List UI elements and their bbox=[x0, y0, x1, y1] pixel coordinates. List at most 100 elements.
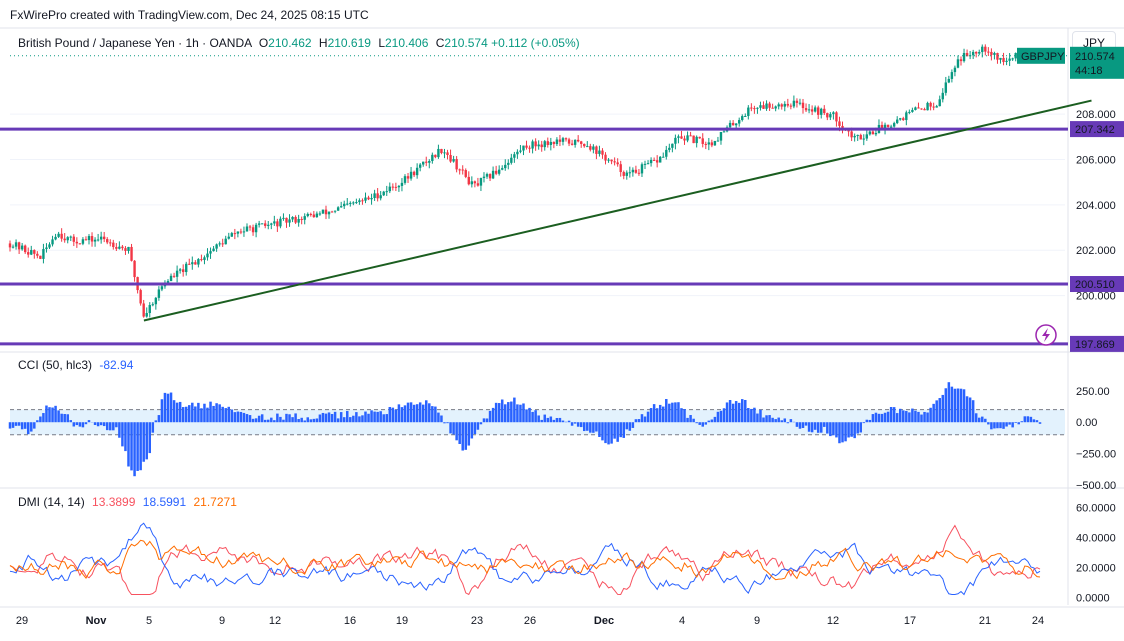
candle-body bbox=[276, 221, 279, 227]
candle-body bbox=[139, 290, 142, 304]
candle-body bbox=[522, 145, 525, 151]
candle-body bbox=[254, 224, 258, 233]
candle-body bbox=[813, 107, 817, 112]
candle-body bbox=[157, 289, 161, 298]
candle-body bbox=[771, 107, 774, 109]
candle-body bbox=[956, 59, 960, 68]
candle-body bbox=[601, 150, 604, 155]
candle-body bbox=[935, 106, 938, 108]
candle-body bbox=[543, 141, 546, 148]
candle-body bbox=[908, 111, 911, 113]
candle-body bbox=[27, 252, 30, 255]
candle-body bbox=[780, 104, 783, 107]
candle-body bbox=[418, 164, 422, 168]
ticker-tag-label: GBPJPY bbox=[1021, 51, 1065, 63]
candle-body bbox=[112, 242, 115, 248]
candle-body bbox=[303, 216, 306, 220]
candle-body bbox=[938, 99, 941, 107]
candle-body bbox=[242, 231, 246, 233]
level-price-label: 197.869 bbox=[1075, 339, 1115, 351]
candle-body bbox=[397, 185, 401, 188]
candle-body bbox=[479, 178, 483, 186]
candle-body bbox=[610, 159, 613, 162]
candle-body bbox=[1014, 53, 1017, 59]
candle-body bbox=[573, 139, 577, 145]
candle-body bbox=[215, 244, 218, 249]
candle-body bbox=[604, 154, 607, 161]
candle-body bbox=[595, 146, 598, 154]
candle-body bbox=[72, 236, 76, 242]
candle-body bbox=[124, 248, 127, 251]
price-tick-label: 202.000 bbox=[1076, 245, 1116, 257]
candle-body bbox=[491, 170, 495, 179]
price-tick-label: 208.000 bbox=[1076, 109, 1116, 121]
candle-body bbox=[777, 104, 780, 107]
candle-body bbox=[789, 105, 793, 107]
candle-body bbox=[625, 172, 628, 176]
candle-body bbox=[607, 159, 610, 161]
candle-body bbox=[971, 51, 975, 56]
candle-body bbox=[330, 211, 334, 213]
time-tick-label: Dec bbox=[594, 615, 614, 627]
cci-tick-label: 0.00 bbox=[1076, 417, 1097, 429]
candle-body bbox=[197, 259, 200, 265]
candle-body bbox=[823, 108, 826, 114]
candle-body bbox=[488, 174, 492, 179]
candle-body bbox=[260, 223, 264, 225]
candle-body bbox=[631, 169, 635, 173]
candle-body bbox=[546, 141, 549, 145]
candle-body bbox=[507, 162, 510, 165]
bar-countdown-label: 44:18 bbox=[1075, 65, 1103, 77]
adx-value: 21.7271 bbox=[193, 495, 237, 509]
candle-body bbox=[719, 131, 723, 141]
candle-body bbox=[273, 221, 276, 224]
candle-body bbox=[987, 51, 990, 53]
level-price-tag bbox=[1070, 276, 1124, 293]
candle-body bbox=[36, 253, 39, 256]
candle-body bbox=[622, 172, 625, 176]
price-tick-label: 204.000 bbox=[1076, 200, 1116, 212]
cci-legend[interactable]: CCI (50, hlc3) -82.94 bbox=[18, 358, 133, 372]
candle-body bbox=[619, 164, 622, 173]
candle-body bbox=[75, 241, 79, 244]
candle-body bbox=[403, 176, 407, 183]
candle-body bbox=[251, 227, 255, 233]
time-tick-label: 19 bbox=[396, 615, 408, 627]
candle-body bbox=[668, 147, 671, 150]
candle-body bbox=[294, 216, 297, 223]
candle-body bbox=[996, 53, 999, 60]
candle-body bbox=[257, 223, 261, 225]
candle-body bbox=[747, 107, 750, 116]
candle-body bbox=[8, 243, 12, 248]
candle-body bbox=[248, 226, 252, 228]
candle-body bbox=[628, 172, 632, 174]
candle-body bbox=[920, 108, 923, 110]
candle-body bbox=[962, 52, 966, 62]
candle-body bbox=[209, 251, 212, 254]
candle-body bbox=[358, 200, 361, 203]
candle-body bbox=[318, 213, 322, 215]
candle-body bbox=[212, 248, 215, 252]
cci-value: -82.94 bbox=[99, 358, 134, 372]
low-label: L bbox=[378, 36, 385, 50]
candle-body bbox=[637, 172, 641, 174]
time-tick-label: 21 bbox=[979, 615, 991, 627]
candle-body bbox=[686, 135, 689, 141]
candle-body bbox=[185, 263, 188, 273]
candle-body bbox=[291, 216, 294, 220]
symbol-legend[interactable]: British Pound / Japanese Yen · 1h · OAND… bbox=[18, 36, 580, 50]
candle-body bbox=[45, 247, 48, 250]
candle-body bbox=[974, 51, 978, 54]
candle-body bbox=[78, 243, 82, 245]
candle-body bbox=[218, 243, 221, 245]
candle-body bbox=[300, 218, 303, 220]
candle-body bbox=[504, 164, 507, 169]
candle-body bbox=[923, 109, 926, 111]
level-price-label: 200.510 bbox=[1075, 279, 1115, 291]
candle-body bbox=[798, 102, 802, 104]
candle-body bbox=[102, 236, 106, 240]
candle-body bbox=[154, 297, 158, 305]
dmi-legend[interactable]: DMI (14, 14) 13.3899 18.5991 21.7271 bbox=[18, 495, 237, 509]
candle-body bbox=[169, 275, 173, 282]
